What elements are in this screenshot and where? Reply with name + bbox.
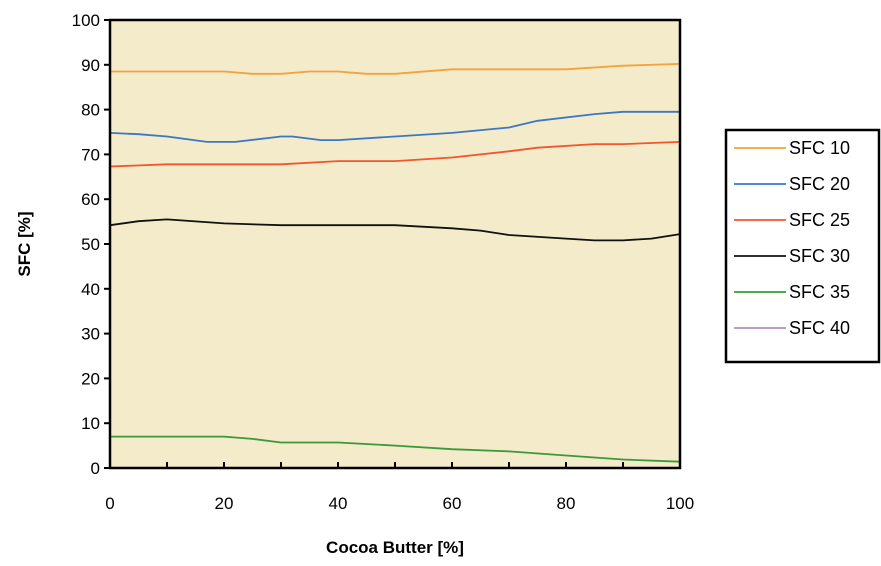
legend-label-2: SFC 20 bbox=[789, 174, 850, 194]
series-line-1 bbox=[110, 63, 681, 75]
plot-area bbox=[110, 20, 680, 468]
y-tick-label: 60 bbox=[81, 190, 100, 209]
series-line-4 bbox=[109, 218, 681, 242]
legend-label-3: SFC 25 bbox=[789, 210, 850, 230]
y-tick-label: 80 bbox=[81, 101, 100, 120]
y-tick-label: 0 bbox=[91, 459, 100, 478]
x-tick-label: 60 bbox=[443, 494, 462, 513]
legend-label-6: SFC 40 bbox=[789, 318, 850, 338]
series-line-3 bbox=[109, 141, 681, 168]
y-tick-label: 40 bbox=[81, 280, 100, 299]
x-axis-title: Cocoa Butter [%] bbox=[326, 538, 464, 557]
x-tick-label: 40 bbox=[329, 494, 348, 513]
x-tick-label: 20 bbox=[215, 494, 234, 513]
legend: SFC 10 SFC 20 SFC 25 SFC 30 SFC 35 SFC 40 bbox=[724, 128, 881, 364]
y-axis-title: SFC [%] bbox=[15, 211, 34, 276]
legend-label-1: SFC 10 bbox=[789, 138, 850, 158]
x-tick-label: 100 bbox=[666, 494, 694, 513]
y-tick-label: 50 bbox=[81, 235, 100, 254]
series-line-2 bbox=[109, 110, 680, 143]
plot-border bbox=[108, 18, 682, 470]
legend-label-4: SFC 30 bbox=[789, 246, 850, 266]
legend-box bbox=[724, 128, 881, 364]
y-tick-label: 90 bbox=[81, 56, 100, 75]
y-tick-label: 100 bbox=[72, 11, 100, 30]
y-tick-label: 70 bbox=[81, 145, 100, 164]
tick-layer: 0 10 20 30 40 50 60 70 80 90 100 0 20 40 60 80 100 bbox=[72, 11, 695, 513]
legend-label-5: SFC 35 bbox=[789, 282, 850, 302]
y-tick-label: 20 bbox=[81, 369, 100, 388]
y-tick-label: 30 bbox=[81, 325, 100, 344]
series-line-5 bbox=[110, 435, 681, 463]
x-tick-label: 0 bbox=[105, 494, 114, 513]
x-tick-label: 80 bbox=[557, 494, 576, 513]
series-layer bbox=[109, 63, 681, 463]
y-tick-label: 10 bbox=[81, 414, 100, 433]
